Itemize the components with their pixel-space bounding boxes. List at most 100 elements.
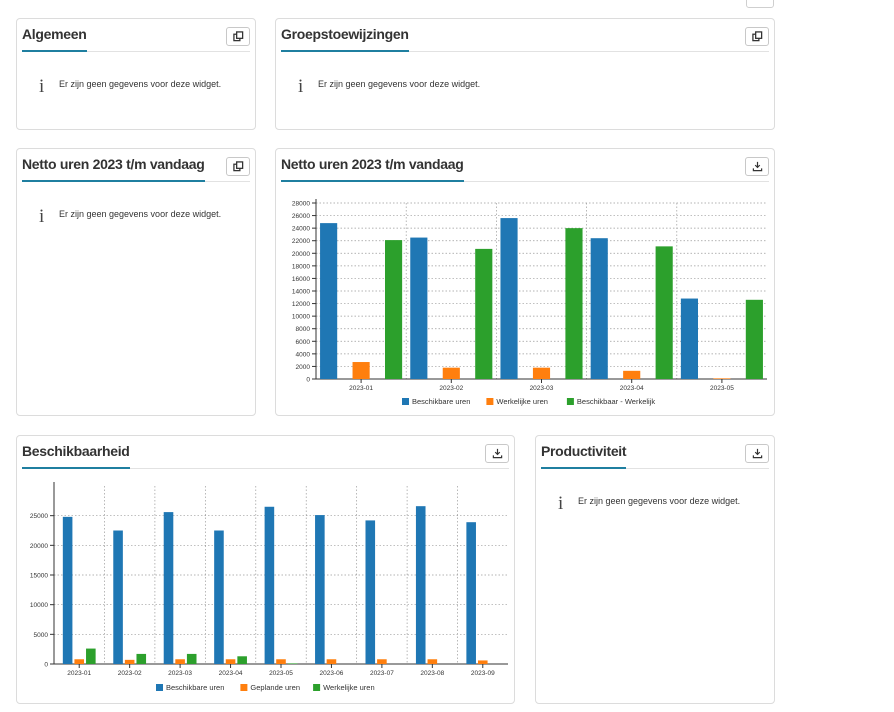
widget-header: Productiviteit	[541, 436, 769, 469]
widget-header: Groepstoewijzingen	[281, 19, 769, 52]
bar-beschikbaar-werkelijk	[655, 246, 673, 379]
y-tick-label: 0	[44, 662, 48, 669]
widget-header: Netto uren 2023 t/m vandaag	[281, 149, 769, 182]
y-tick-label: 6000	[296, 339, 311, 346]
info-icon: i	[39, 206, 45, 227]
x-tick-label: 2023-05	[269, 670, 293, 677]
bar-werkelijke-uren	[442, 367, 460, 379]
x-tick-label: 2023-02	[118, 670, 142, 677]
widget-productiviteit: Productiviteit i Er zijn geen gegevens v…	[535, 435, 775, 704]
download-button[interactable]	[745, 444, 769, 463]
bar-beschikbare-uren	[163, 512, 174, 664]
bar-geplande-uren	[276, 659, 286, 664]
x-tick-label: 2023-01	[349, 385, 373, 392]
x-tick-label: 2023-01	[67, 670, 91, 677]
y-tick-label: 15000	[30, 573, 48, 580]
legend-label: Beschikbare uren	[166, 683, 224, 692]
bar-beschikbare-uren	[315, 515, 325, 664]
legend-swatch	[313, 684, 321, 691]
legend-label: Geplande uren	[250, 683, 300, 692]
empty-state: i Er zijn geen gegevens voor deze widget…	[298, 77, 480, 96]
bar-beschikbare-uren	[680, 298, 698, 379]
y-tick-label: 14000	[292, 289, 310, 296]
widget-title: Groepstoewijzingen	[281, 26, 409, 52]
bar-werkelijke-uren	[713, 378, 731, 379]
y-tick-label: 20000	[292, 251, 310, 258]
y-tick-label: 8000	[296, 326, 311, 333]
legend-swatch	[402, 398, 409, 405]
copy-button[interactable]	[226, 157, 250, 176]
legend-swatch	[486, 398, 494, 405]
info-icon: i	[298, 76, 304, 97]
bar-beschikbaar-werkelijk	[745, 299, 763, 379]
copy-icon	[232, 31, 243, 42]
x-tick-label: 2023-04	[219, 670, 243, 677]
bar-geplande-uren	[74, 659, 85, 664]
widget-title: Netto uren 2023 t/m vandaag	[22, 156, 205, 182]
bar-geplande-uren	[175, 659, 185, 664]
bar-werkelijke-uren	[352, 362, 370, 379]
y-tick-label: 26000	[292, 213, 310, 220]
x-tick-label: 2023-02	[439, 385, 463, 392]
download-button[interactable]	[745, 157, 769, 176]
copy-icon	[232, 161, 243, 172]
empty-message: Er zijn geen gegevens voor deze widget.	[318, 79, 481, 89]
download-icon	[492, 448, 502, 459]
bar-beschikbare-uren	[365, 520, 376, 664]
bar-werkelijke-uren	[186, 653, 197, 664]
bar-beschikbare-uren	[264, 506, 275, 664]
widget-groepstoewijzingen: Groepstoewijzingen i Er zijn geen gegeve…	[275, 18, 775, 130]
info-icon: i	[39, 76, 45, 97]
bar-werkelijke-uren	[287, 663, 298, 664]
bar-werkelijke-uren	[237, 656, 247, 664]
y-tick-label: 25000	[30, 513, 48, 520]
copy-button[interactable]	[226, 27, 250, 46]
y-tick-label: 12000	[292, 301, 310, 308]
y-tick-label: 22000	[292, 238, 310, 245]
copy-icon	[751, 31, 762, 42]
y-tick-label: 20000	[30, 543, 48, 550]
empty-message: Er zijn geen gegevens voor deze widget.	[59, 79, 222, 89]
y-tick-label: 10000	[30, 602, 48, 609]
x-tick-label: 2023-03	[168, 670, 192, 677]
empty-message: Er zijn geen gegevens voor deze widget.	[59, 209, 222, 219]
bar-geplande-uren	[377, 659, 387, 664]
y-tick-label: 16000	[292, 276, 310, 283]
netto-uren-chart: 0 2000 4000 6000 8000 10000 12000 14000 16000 180…	[292, 199, 767, 406]
info-icon: i	[558, 493, 564, 514]
bar-beschikbare-uren	[320, 223, 338, 379]
x-tick-label: 2023-09	[471, 670, 495, 677]
y-tick-label: 5000	[34, 632, 49, 639]
y-tick-label: 24000	[292, 226, 310, 233]
bar-geplande-uren	[326, 659, 337, 664]
bar-beschikbare-uren	[415, 506, 426, 664]
legend-swatch	[156, 684, 163, 691]
widget-header: Beschikbaarheid	[22, 436, 509, 469]
bar-werkelijke-uren	[136, 653, 147, 664]
y-tick-label: 0	[306, 377, 310, 384]
x-tick-label: 2023-08	[420, 670, 444, 677]
bar-werkelijke-uren	[623, 370, 641, 379]
legend-label: Werkelijke uren	[323, 683, 375, 692]
bar-geplande-uren	[225, 659, 236, 664]
widget-title: Netto uren 2023 t/m vandaag	[281, 156, 464, 182]
empty-message: Er zijn geen gegevens voor deze widget.	[578, 496, 741, 506]
bar-beschikbare-uren	[590, 238, 608, 379]
bar-werkelijke-uren	[532, 367, 551, 379]
bar-beschikbare-uren	[113, 530, 123, 664]
bar-geplande-uren	[477, 660, 488, 664]
empty-state: i Er zijn geen gegevens voor deze widget…	[39, 207, 221, 226]
bar-geplande-uren	[427, 659, 438, 664]
widget-title: Beschikbaarheid	[22, 443, 130, 469]
beschikbaarheid-chart: 0 5000 10000 15000 20000 25000 2023-01 2023-02 2…	[30, 482, 508, 692]
copy-button[interactable]	[745, 27, 769, 46]
download-icon	[752, 161, 762, 172]
bar-werkelijke-uren	[86, 648, 96, 664]
widget-header: Netto uren 2023 t/m vandaag	[22, 149, 250, 182]
legend-swatch	[240, 684, 248, 691]
x-tick-label: 2023-03	[530, 385, 554, 392]
y-tick-label: 18000	[292, 263, 310, 270]
top-action-button[interactable]	[746, 0, 774, 8]
bar-geplande-uren	[124, 659, 135, 664]
download-button[interactable]	[485, 444, 509, 463]
